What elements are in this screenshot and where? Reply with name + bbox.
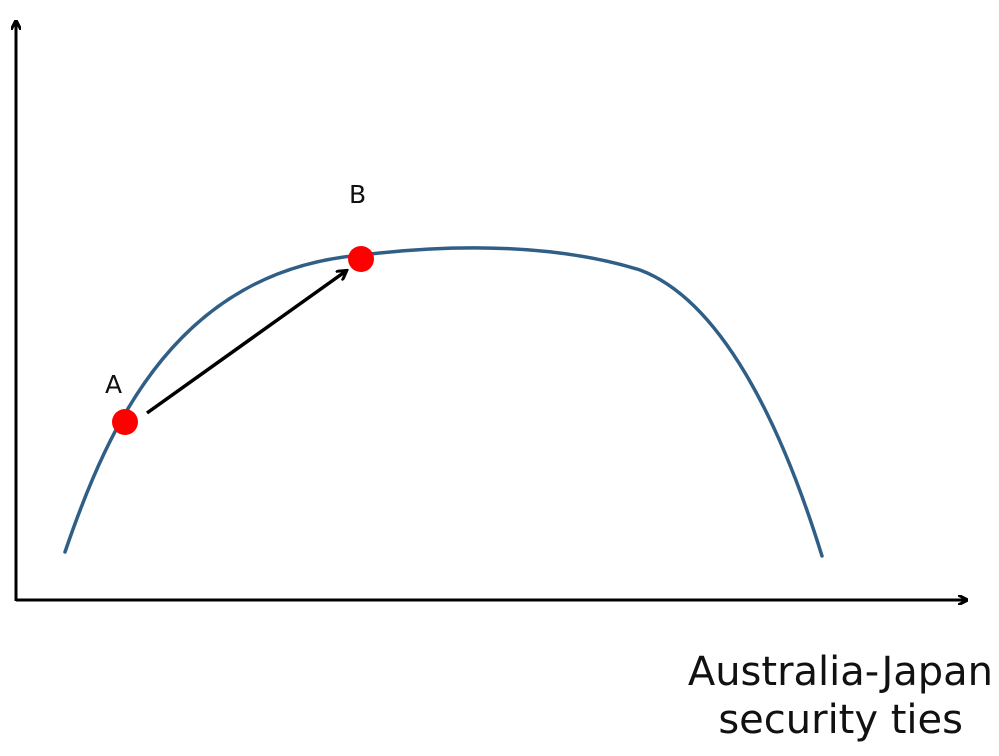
point-a-label: A (105, 370, 122, 399)
x-axis-label-line2: security ties (718, 697, 963, 743)
x-axis-label-line1: Australia-Japan (687, 649, 993, 695)
point-b-label: B (349, 180, 366, 209)
curve (63, 246, 824, 558)
point-b-marker (348, 246, 374, 272)
movement-arrow (145, 271, 346, 415)
point-a-marker (112, 409, 138, 435)
x-axis-label: Australia-Japan security ties (653, 648, 993, 744)
